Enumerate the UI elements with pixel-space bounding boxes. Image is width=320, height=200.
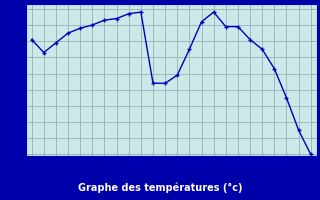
Text: Graphe des températures (°c): Graphe des températures (°c) [78,183,242,193]
